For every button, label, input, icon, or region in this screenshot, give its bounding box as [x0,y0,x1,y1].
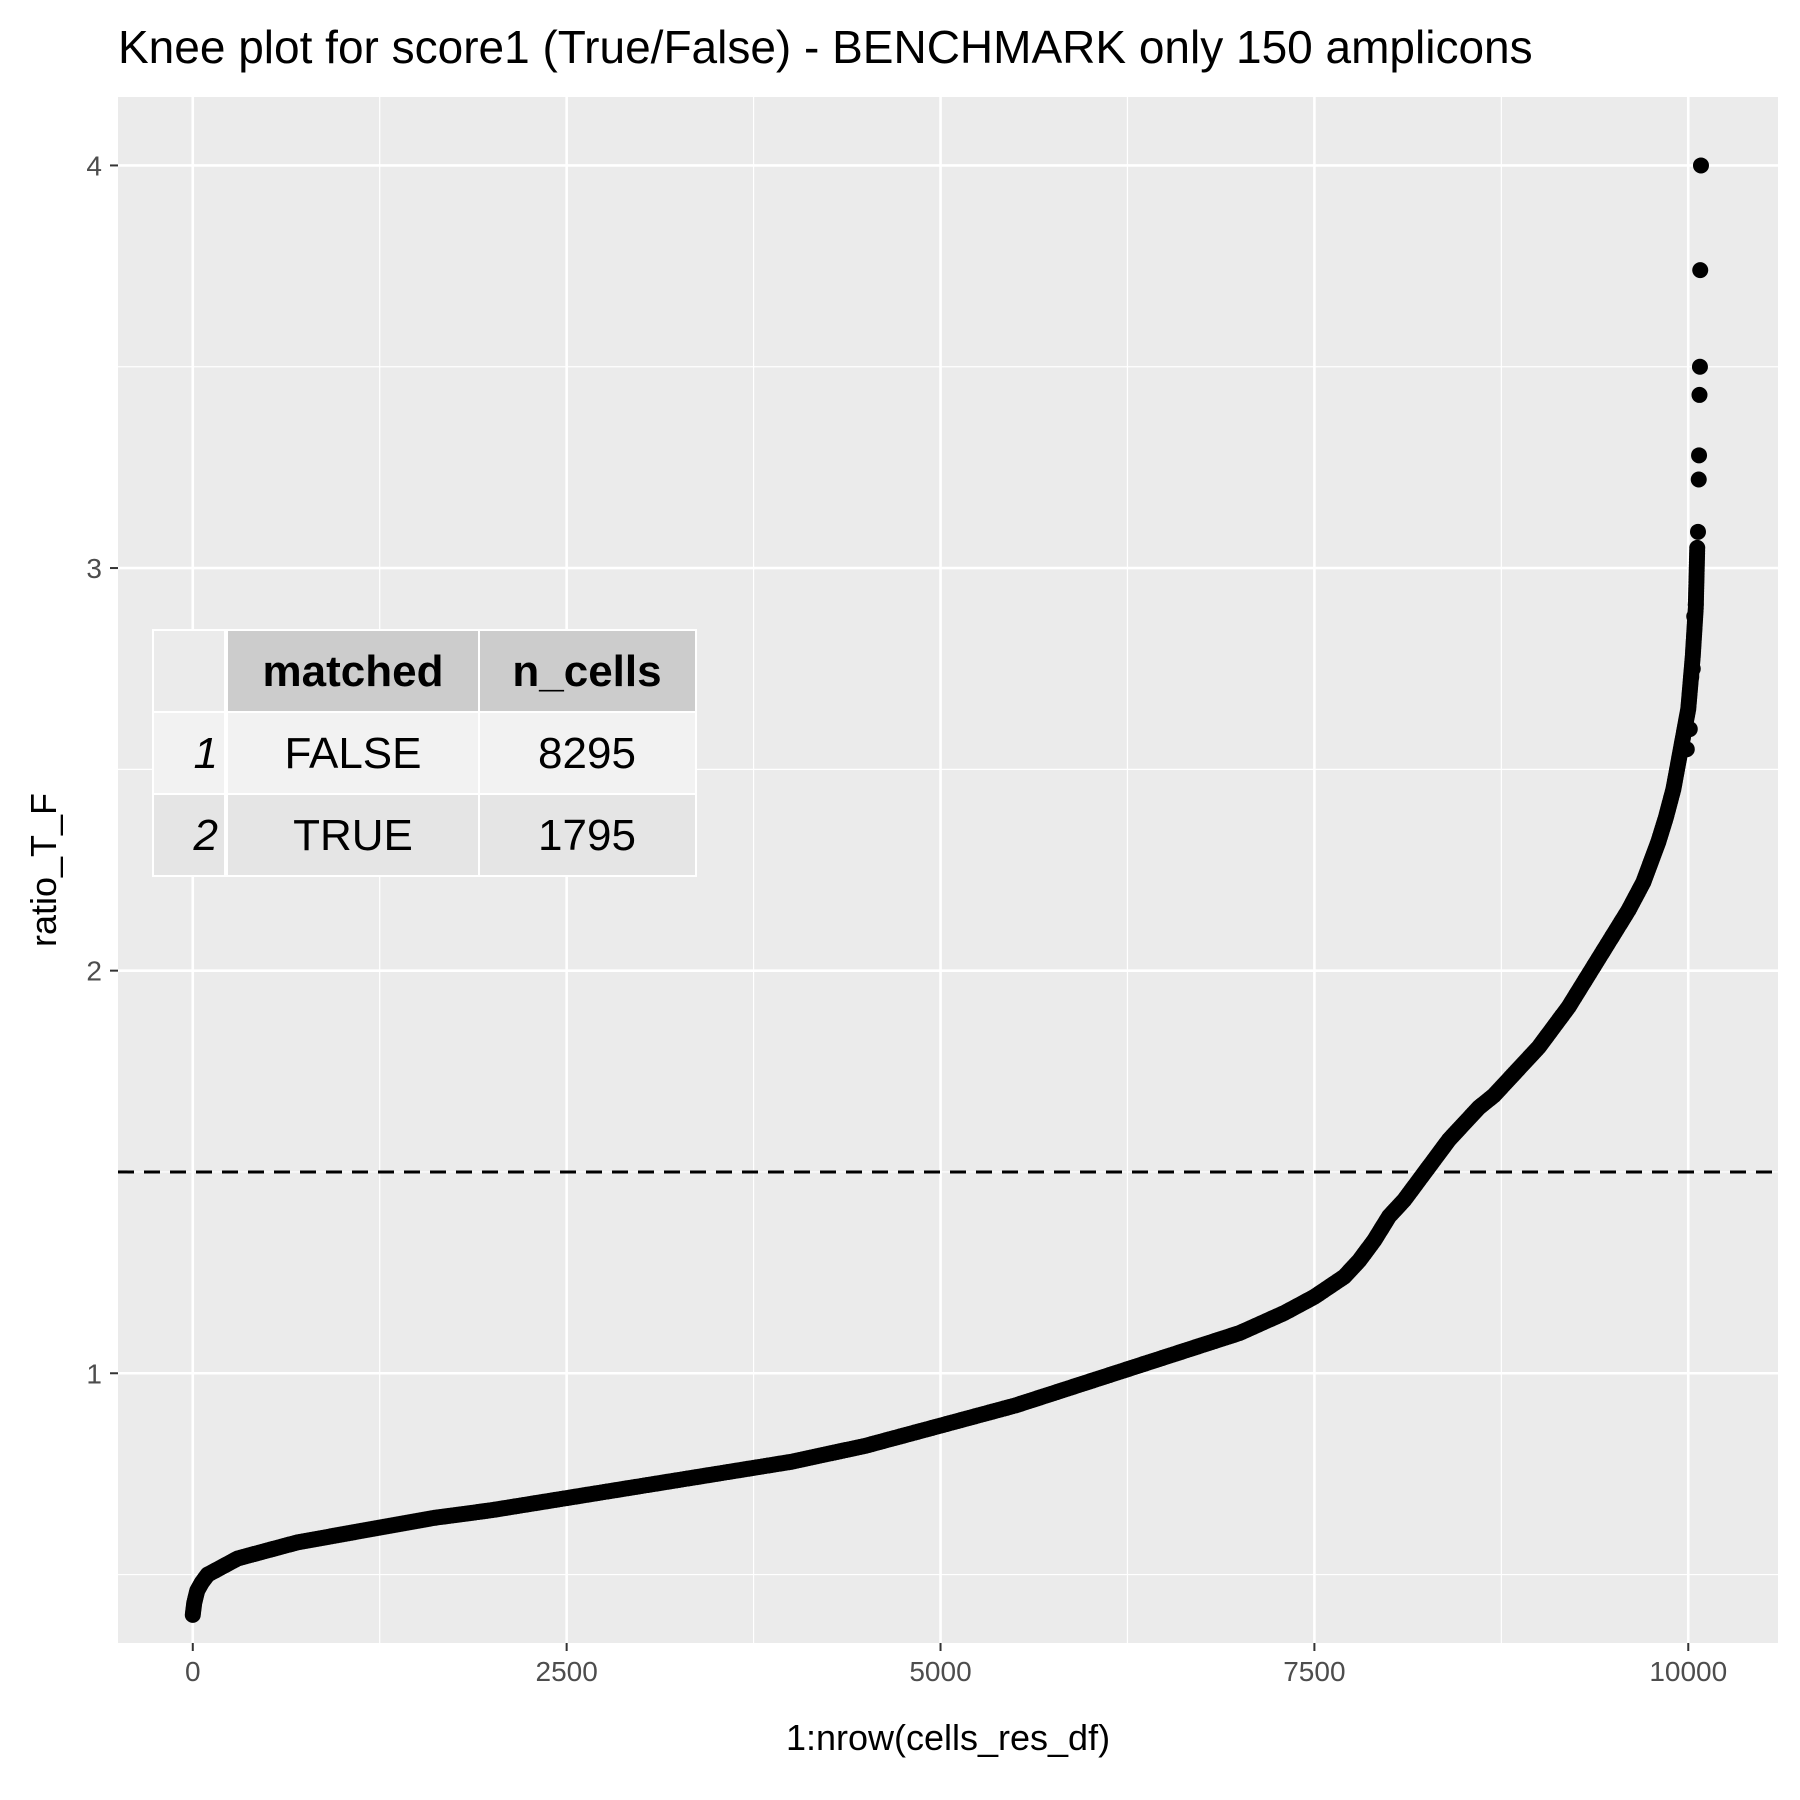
table-row-2-ncells: 1795 [538,811,636,860]
data-point [1686,608,1703,625]
data-point [1689,523,1706,540]
table-row-2-index-cell [152,793,226,877]
data-point [1692,262,1709,279]
data-point [1690,471,1707,488]
data-point [1687,596,1704,613]
table-row-1-ncells-cell [478,711,697,795]
table-header-cell-matched [226,629,480,713]
x-tick-label: 10000 [1649,1656,1727,1687]
data-point [1691,447,1708,464]
data-point [1691,386,1708,403]
table-header-ncells: n_cells [512,647,661,696]
table-row-2-index: 2 [193,811,218,860]
table-row-1-index: 1 [194,729,218,778]
table-header-cell-ncells [478,629,697,713]
axes: 0 2500 5000 7500 10000 1 2 3 4 [86,150,1727,1687]
y-tick-label: 2 [86,956,102,987]
y-axis-title: ratio_T_F [23,793,64,947]
data-point [1684,660,1701,677]
table-row-2-matched: TRUE [293,811,413,860]
table-row-1-index-cell [152,711,226,795]
data-point [1678,741,1695,758]
x-tick-label: 5000 [909,1656,971,1687]
table-row-1-matched-cell [226,711,480,795]
table-index-header-cell [152,629,226,713]
x-tick-label: 2500 [536,1656,598,1687]
y-tick-label: 1 [86,1358,102,1389]
x-axis-title: 1:nrow(cells_res_df) [786,1717,1110,1758]
x-tick-label: 7500 [1283,1656,1345,1687]
grid-minor [118,97,1778,1643]
x-tick-label: 0 [185,1656,201,1687]
data-points [184,157,1709,1623]
data-point [1689,539,1706,556]
table-row-2-matched-cell [226,793,480,877]
table-row-1-ncells: 8295 [538,729,636,778]
table-header-matched: matched [263,647,444,696]
chart-title: Knee plot for score1 (True/False) - BENC… [118,21,1533,73]
y-tick-label: 4 [86,150,102,181]
table-row-1-matched: FALSE [285,729,422,778]
data-point [1691,358,1708,375]
grid-major [118,97,1778,1643]
y-tick-label: 3 [86,553,102,584]
table-row-2-ncells-cell [478,793,697,877]
data-point [1681,721,1698,738]
data-point [1692,157,1709,174]
summary-table: matched n_cells 1 FALSE 8295 2 TRUE 1795 [152,629,697,877]
